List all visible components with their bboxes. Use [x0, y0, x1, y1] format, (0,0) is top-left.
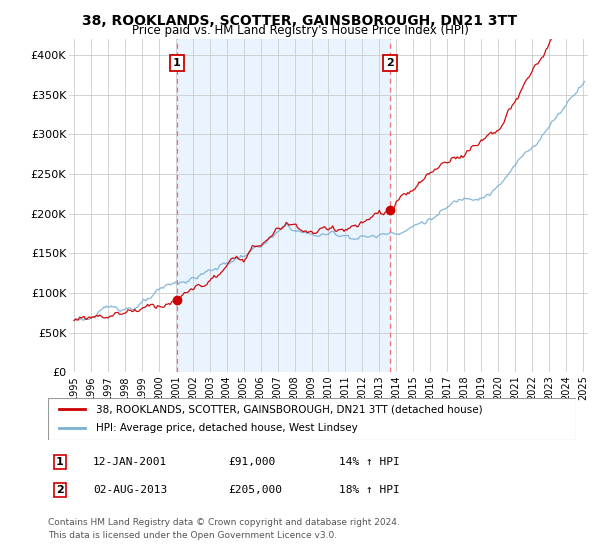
Text: 18% ↑ HPI: 18% ↑ HPI [339, 485, 400, 495]
Text: 38, ROOKLANDS, SCOTTER, GAINSBOROUGH, DN21 3TT: 38, ROOKLANDS, SCOTTER, GAINSBOROUGH, DN… [82, 14, 518, 28]
Text: £91,000: £91,000 [228, 457, 275, 467]
FancyBboxPatch shape [48, 398, 576, 440]
Text: 02-AUG-2013: 02-AUG-2013 [93, 485, 167, 495]
Text: HPI: Average price, detached house, West Lindsey: HPI: Average price, detached house, West… [95, 423, 357, 433]
Text: 14% ↑ HPI: 14% ↑ HPI [339, 457, 400, 467]
Text: This data is licensed under the Open Government Licence v3.0.: This data is licensed under the Open Gov… [48, 531, 337, 540]
Text: Contains HM Land Registry data © Crown copyright and database right 2024.: Contains HM Land Registry data © Crown c… [48, 518, 400, 527]
Text: 2: 2 [386, 58, 394, 68]
Text: 38, ROOKLANDS, SCOTTER, GAINSBOROUGH, DN21 3TT (detached house): 38, ROOKLANDS, SCOTTER, GAINSBOROUGH, DN… [95, 404, 482, 414]
Text: 2: 2 [56, 485, 64, 495]
Text: 1: 1 [173, 58, 181, 68]
Text: 12-JAN-2001: 12-JAN-2001 [93, 457, 167, 467]
Text: 1: 1 [56, 457, 64, 467]
Text: £205,000: £205,000 [228, 485, 282, 495]
Bar [176, 39, 389, 372]
Text: Price paid vs. HM Land Registry's House Price Index (HPI): Price paid vs. HM Land Registry's House … [131, 24, 469, 37]
